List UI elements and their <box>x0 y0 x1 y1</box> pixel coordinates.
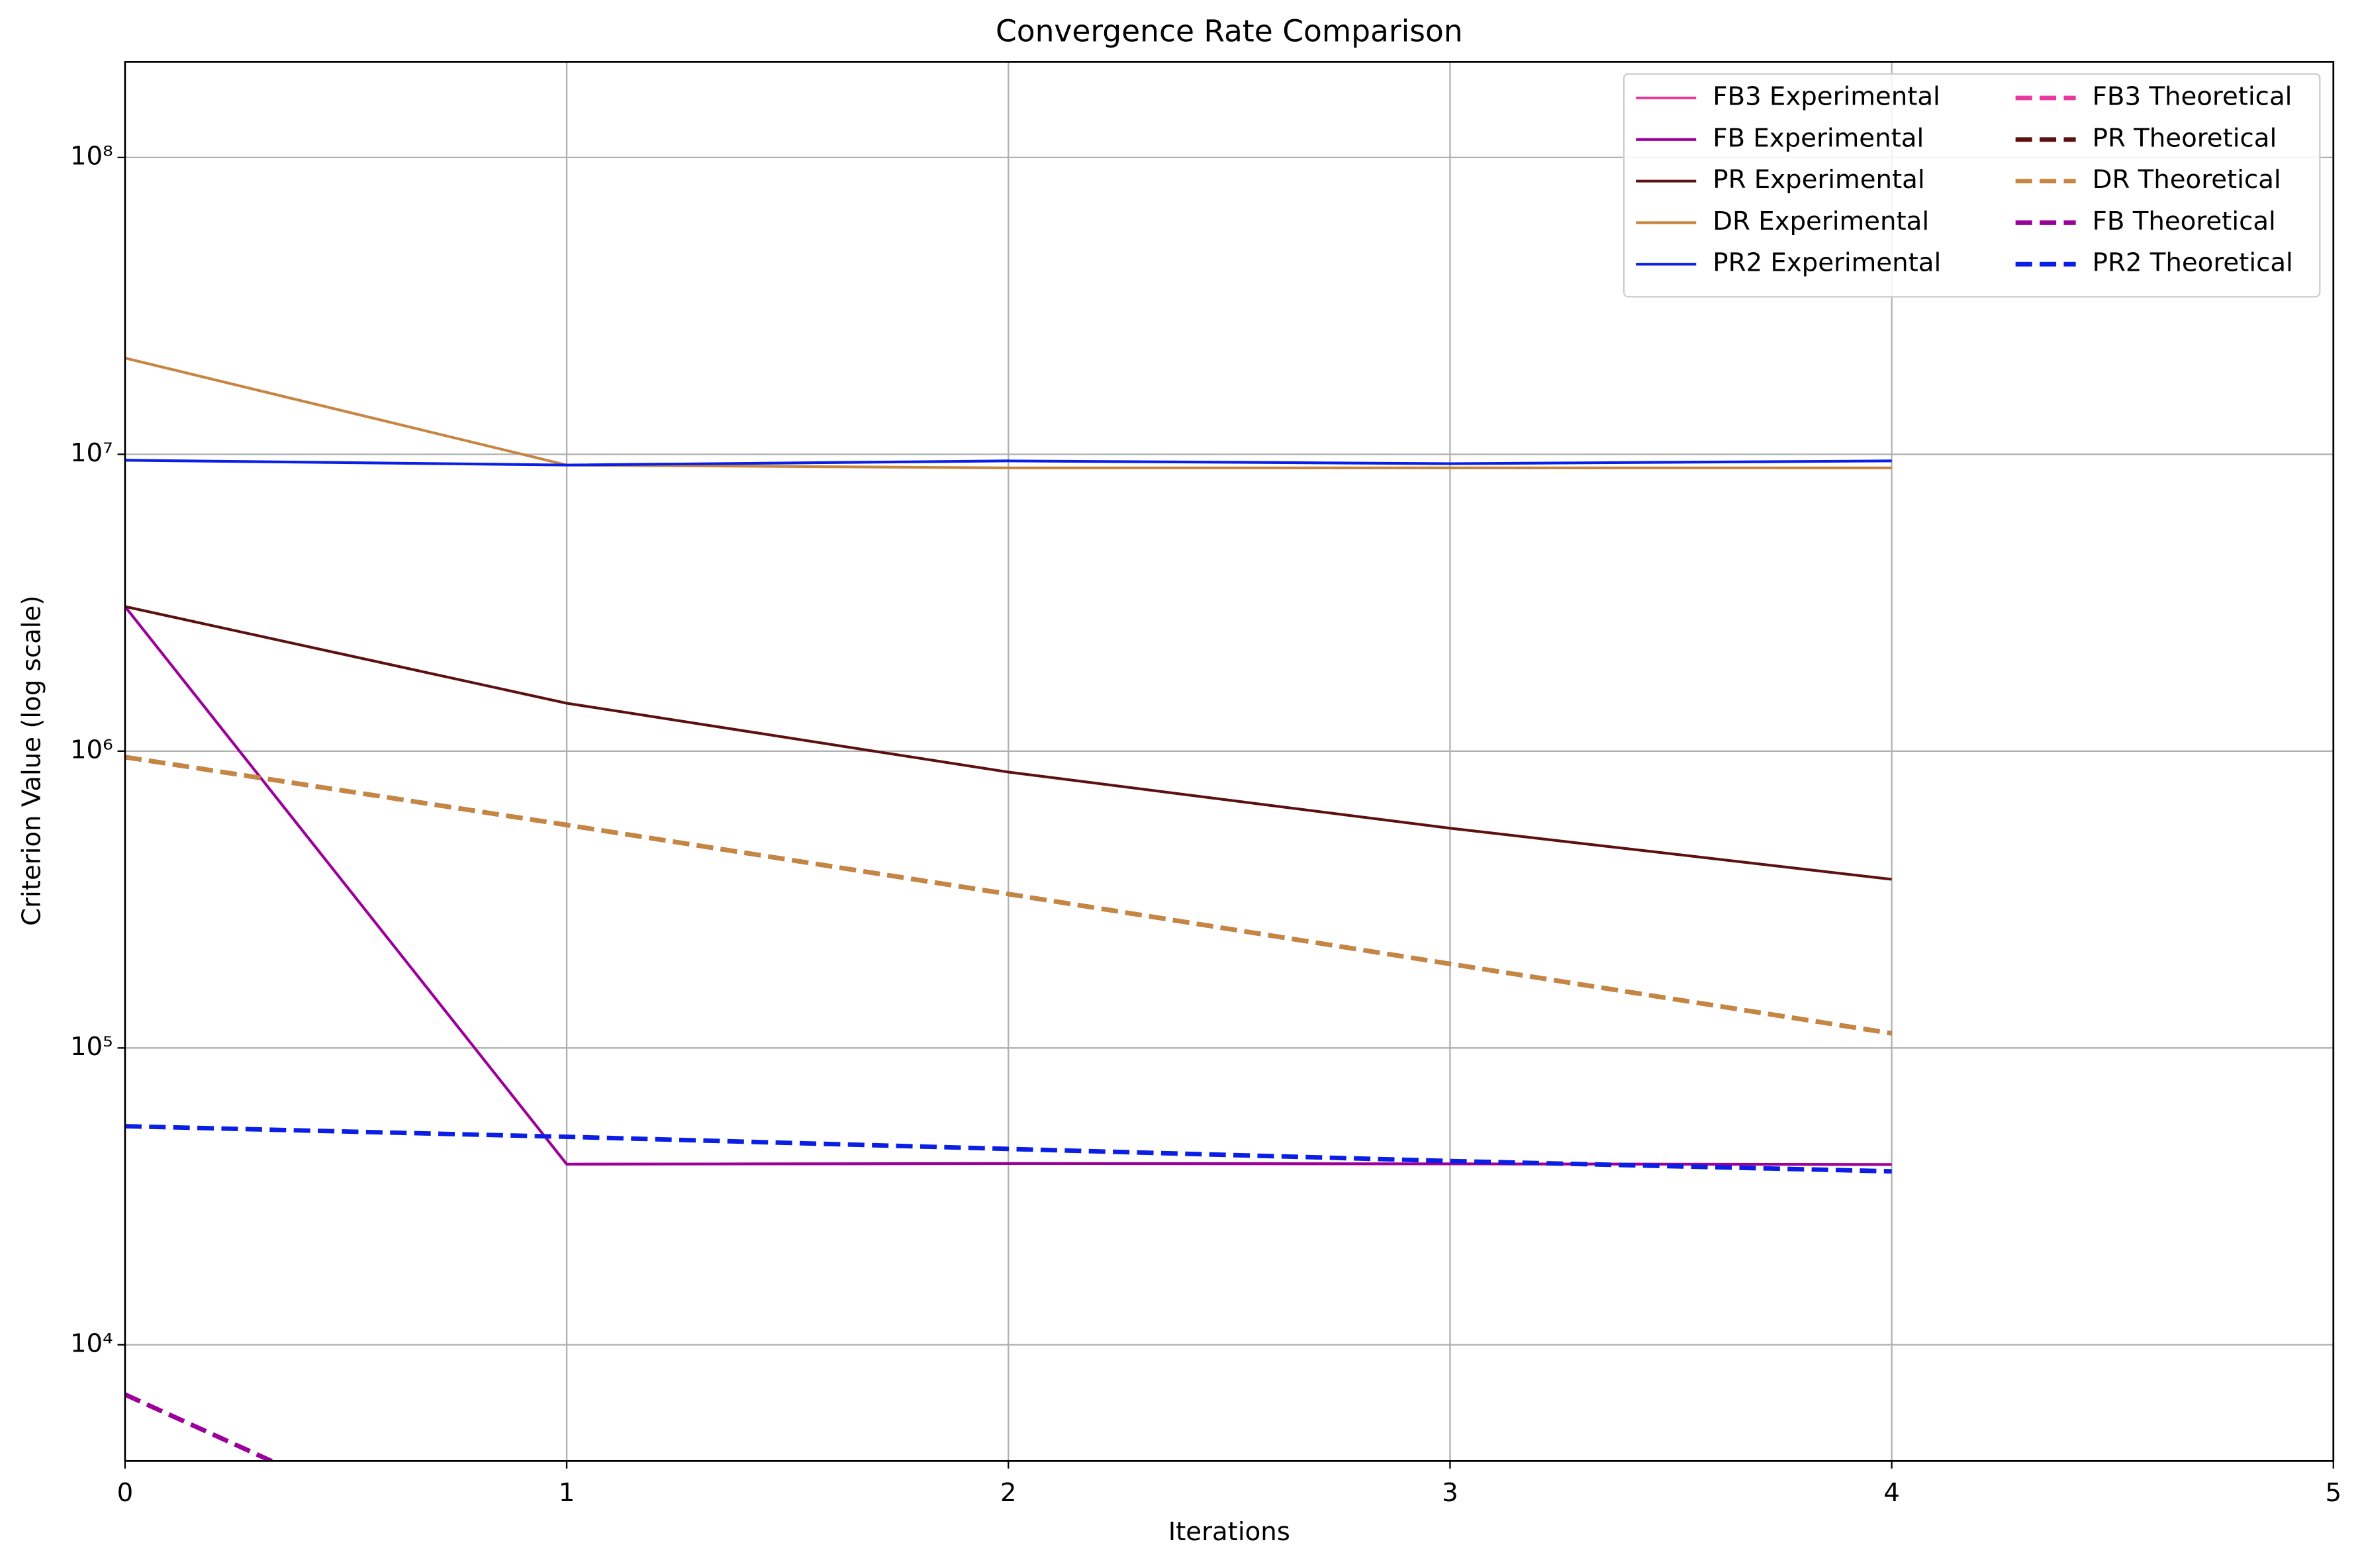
legend: FB3 Experimental FB Experimental PR Experi… <box>1623 73 2321 298</box>
y-tick-label: 10⁵ <box>70 1032 113 1062</box>
x-axis-label: Iterations <box>1168 1517 1290 1547</box>
data-line <box>124 356 1892 469</box>
legend-label: FB3 Experimental <box>1713 82 1940 112</box>
data-line <box>124 459 1892 467</box>
legend-label: PR Theoretical <box>2093 123 2277 153</box>
plot-area <box>124 356 1893 1461</box>
chart-title: Convergence Rate Comparison <box>996 14 1463 49</box>
x-tick-label: 3 <box>1442 1478 1458 1508</box>
x-tick-label: 2 <box>1000 1478 1017 1508</box>
legend-label: PR2 Theoretical <box>2093 248 2293 278</box>
legend-label: PR Experimental <box>1713 165 1924 195</box>
legend-label: DR Experimental <box>1713 207 1929 236</box>
x-tick-label: 4 <box>1883 1478 1900 1508</box>
y-tick-label: 10⁷ <box>70 438 113 468</box>
y-tick-label: 10⁴ <box>70 1328 113 1358</box>
legend-label: PR2 Experimental <box>1713 248 1941 278</box>
x-tick-label: 1 <box>559 1478 575 1508</box>
legend-label: FB Theoretical <box>2093 207 2276 236</box>
data-line <box>124 1124 1892 1174</box>
y-tick-label: 10⁸ <box>70 141 113 171</box>
y-axis-label: Criterion Value (log scale) <box>17 596 47 926</box>
legend-box <box>1623 73 2321 298</box>
y-tick-label: 10⁶ <box>70 735 113 764</box>
legend-label: FB3 Theoretical <box>2093 82 2292 112</box>
legend-label: FB Experimental <box>1713 123 1924 153</box>
x-tick-label: 5 <box>2325 1478 2341 1508</box>
legend-label: DR Theoretical <box>2093 165 2281 195</box>
data-line <box>124 605 1892 881</box>
x-tick-label: 0 <box>117 1478 134 1508</box>
plot-frame <box>124 61 2335 1462</box>
data-line <box>124 755 1893 1036</box>
